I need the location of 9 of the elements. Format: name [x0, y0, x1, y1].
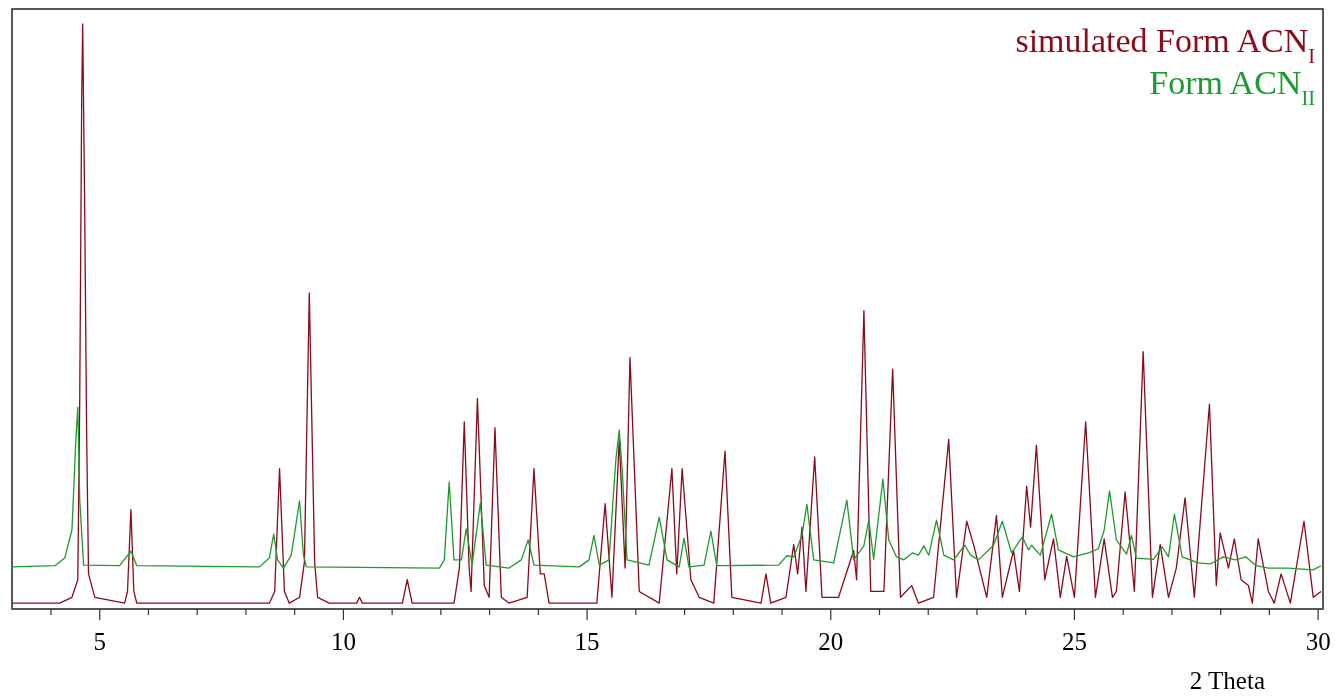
text: simulated Form ACN$_{I}$ [1015, 22, 1316, 67]
x-tick-label: 25 [1061, 628, 1087, 655]
x-tick-label: 15 [574, 628, 600, 655]
text: Form ACN$_{II}$ [1149, 64, 1316, 109]
x-axis-title: 2 Theta [1189, 667, 1265, 694]
x-tick-label: 5 [93, 628, 106, 655]
x-tick-label: 30 [1305, 628, 1331, 655]
x-tick-label: 20 [818, 628, 844, 655]
x-tick-label: 10 [330, 628, 356, 655]
